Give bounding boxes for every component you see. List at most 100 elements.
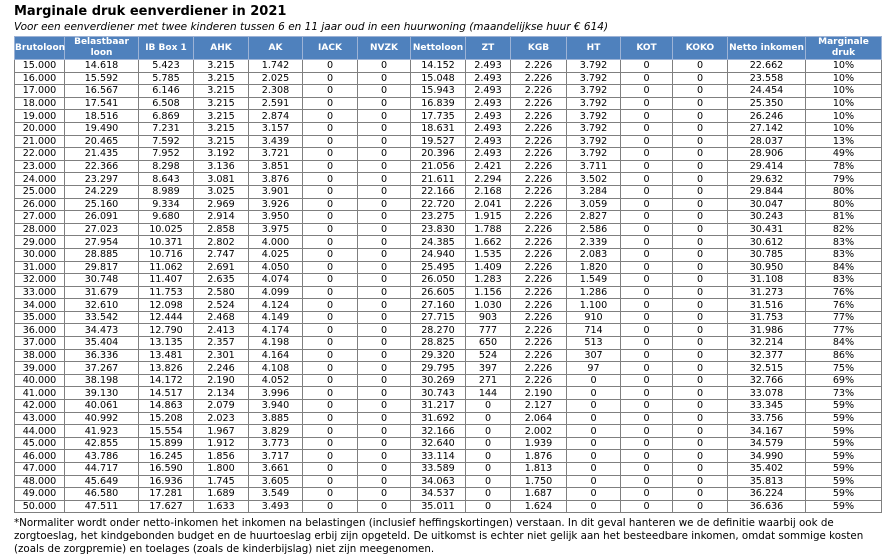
table-cell: 1.689 xyxy=(193,487,249,501)
table-cell: 14.863 xyxy=(138,399,194,413)
table-cell: 0 xyxy=(672,487,728,501)
table-cell: 31.753 xyxy=(727,310,806,325)
table-cell: 0 xyxy=(620,310,673,325)
table-cell: 27.715 xyxy=(410,310,466,325)
table-cell: 0 xyxy=(620,84,673,98)
table-cell: 24.229 xyxy=(64,184,139,199)
table-row: 45.000 42.855 15.899 1.912 3.773 0 0 32.640 0 1.9… xyxy=(14,436,882,451)
table-cell: 2.226 xyxy=(510,109,567,123)
table-cell: 0 xyxy=(620,210,673,224)
table-cell: 0 xyxy=(672,96,728,111)
table-cell: 1.750 xyxy=(510,474,567,489)
table-cell: 16.000 xyxy=(14,71,65,86)
table-cell: 1.624 xyxy=(510,499,567,514)
table-cell: 0 xyxy=(302,210,358,224)
table-cell: 16.590 xyxy=(138,462,194,476)
table-cell: 0 xyxy=(672,147,728,161)
table-cell: 2.226 xyxy=(510,310,567,325)
table-cell: 0 xyxy=(672,197,728,212)
table-row: 47.000 44.717 16.590 1.800 3.661 0 0 33.589 0 1.8… xyxy=(14,462,882,476)
table-cell: 3.215 xyxy=(193,134,249,149)
table-cell: 2.468 xyxy=(193,310,249,325)
table-cell: 0 xyxy=(357,499,411,514)
table-cell: 18.000 xyxy=(14,96,65,111)
table-cell: 2.308 xyxy=(248,84,303,98)
table-cell: 2.226 xyxy=(510,184,567,199)
table-cell: 3.493 xyxy=(248,499,303,514)
table-cell: 3.901 xyxy=(248,184,303,199)
table-cell: 4.164 xyxy=(248,348,303,363)
table-cell: 910 xyxy=(566,310,621,325)
table-cell: 23.830 xyxy=(410,222,466,237)
table-cell: 15.000 xyxy=(14,59,65,73)
table-cell: 9.334 xyxy=(138,197,194,212)
table-cell: 3.717 xyxy=(248,449,303,463)
table-row: 50.000 47.511 17.627 1.633 3.493 0 0 35.011 0 1.6… xyxy=(14,499,882,514)
table-cell: 2.226 xyxy=(510,59,567,73)
table-cell: 21.611 xyxy=(410,172,466,186)
table-cell: 0 xyxy=(672,474,728,489)
table-cell: 1.915 xyxy=(465,210,511,224)
table-cell: 12.790 xyxy=(138,323,194,338)
table-cell: 0 xyxy=(672,373,728,388)
table-cell: 17.541 xyxy=(64,96,139,111)
table-cell: 3.792 xyxy=(566,84,621,98)
table-cell: 24.000 xyxy=(14,172,65,186)
table-cell: 0 xyxy=(302,273,358,287)
table-cell: 17.281 xyxy=(138,487,194,501)
table-cell: 31.679 xyxy=(64,285,139,300)
table-cell: 2.226 xyxy=(510,84,567,98)
table-cell: 0 xyxy=(566,449,621,463)
table-cell: 7.231 xyxy=(138,121,194,136)
table-cell: 77% xyxy=(805,323,882,338)
table-cell: 59% xyxy=(805,399,882,413)
table-cell: 0 xyxy=(620,184,673,199)
table-cell: 0 xyxy=(566,462,621,476)
table-cell: 0 xyxy=(672,121,728,136)
table-cell: 0 xyxy=(672,59,728,73)
table-cell: 4.108 xyxy=(248,361,303,375)
table-cell: 0 xyxy=(357,235,411,249)
table-cell: 2.226 xyxy=(510,260,567,275)
table-cell: 33.114 xyxy=(410,449,466,463)
table-cell: 9.680 xyxy=(138,210,194,224)
table-cell: 3.721 xyxy=(248,147,303,161)
table-cell: 0 xyxy=(672,310,728,325)
table-cell: 2.493 xyxy=(465,109,511,123)
table-cell: 44.717 xyxy=(64,462,139,476)
table-cell: 1.813 xyxy=(510,462,567,476)
table-cell: 0 xyxy=(357,247,411,262)
table-cell: 0 xyxy=(357,462,411,476)
table-cell: 28.000 xyxy=(14,222,65,237)
table-row: 46.000 43.786 16.245 1.856 3.717 0 0 33.114 0 1.8… xyxy=(14,449,882,463)
table-cell: 777 xyxy=(465,323,511,338)
table-cell: 4.050 xyxy=(248,260,303,275)
table-cell: 14.618 xyxy=(64,59,139,73)
table-cell: 0 xyxy=(302,323,358,338)
table-cell: 59% xyxy=(805,487,882,501)
table-row: 15.000 14.618 5.423 3.215 1.742 0 0 14.152 2.493… xyxy=(14,59,882,73)
table-cell: 1.283 xyxy=(465,273,511,287)
table-cell: 0 xyxy=(672,172,728,186)
table-row: 30.000 28.885 10.716 2.747 4.025 0 0 24.940 1.53… xyxy=(14,247,882,262)
table-cell: 0 xyxy=(672,285,728,300)
table-cell: 0 xyxy=(302,197,358,212)
table-cell: 23.275 xyxy=(410,210,466,224)
table-cell: 0 xyxy=(357,197,411,212)
table-cell: 40.000 xyxy=(14,373,65,388)
table-cell: 25.495 xyxy=(410,260,466,275)
table-cell: 0 xyxy=(302,247,358,262)
table-cell: 22.366 xyxy=(64,159,139,174)
table-cell: 0 xyxy=(620,336,673,350)
table-cell: 3.792 xyxy=(566,59,621,73)
table-cell: 3.940 xyxy=(248,399,303,413)
table-cell: 8.989 xyxy=(138,184,194,199)
table-cell: 2.874 xyxy=(248,109,303,123)
table-cell: 10% xyxy=(805,84,882,98)
table-cell: 3.059 xyxy=(566,197,621,212)
table-row: 41.000 39.130 14.517 2.134 3.996 0 0 30.743 144 2… xyxy=(14,386,882,401)
table-cell: 17.627 xyxy=(138,499,194,514)
table-row: 32.000 30.748 11.407 2.635 4.074 0 0 26.050 1.28… xyxy=(14,273,882,287)
table-row: 36.000 34.473 12.790 2.413 4.174 0 0 28.270 777 2… xyxy=(14,323,882,338)
table-cell: 18.631 xyxy=(410,121,466,136)
